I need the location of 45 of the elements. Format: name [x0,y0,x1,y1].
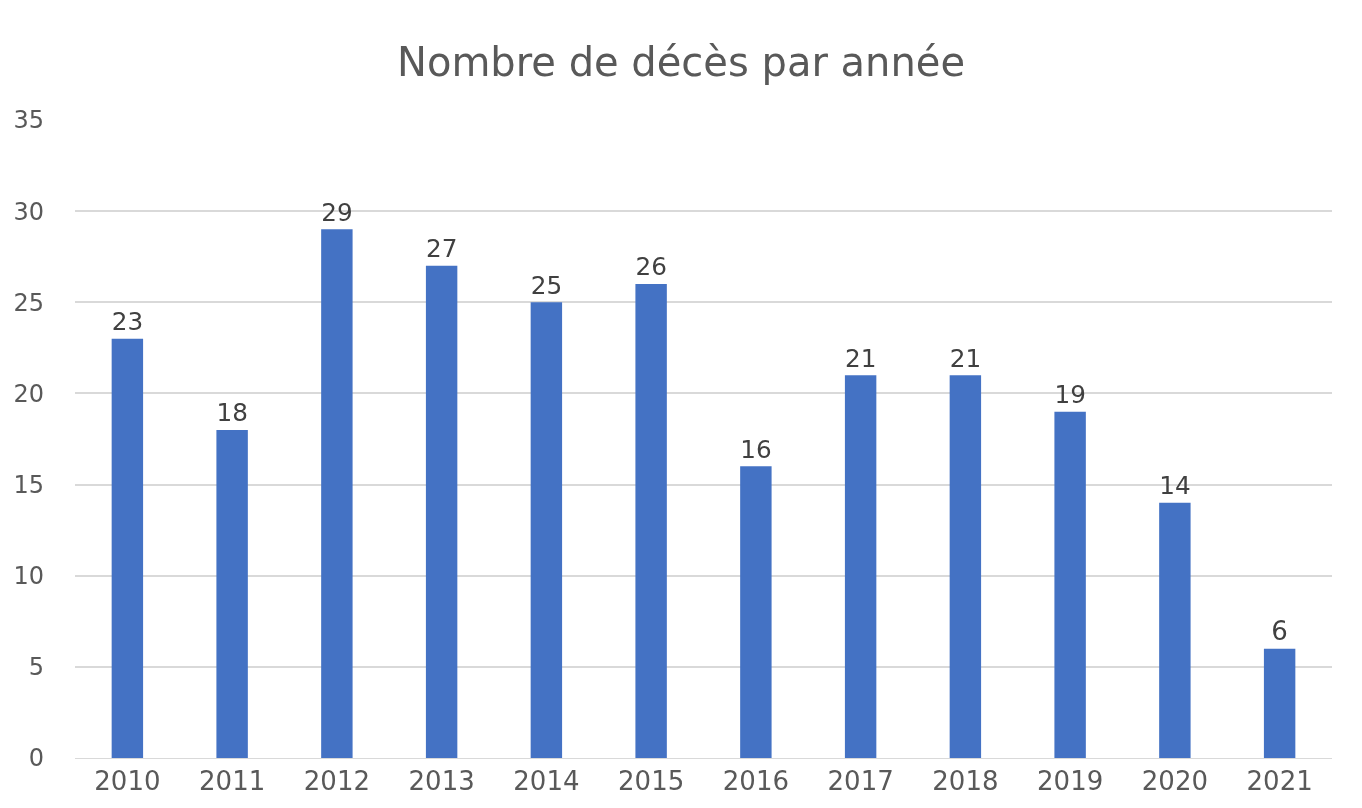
chart-title: Nombre de décès par année [396,39,966,86]
bar [321,229,353,758]
y-tick-label: 25 [13,288,44,317]
bar [844,375,877,758]
data-label: 19 [1054,379,1086,409]
y-tick-label: 10 [13,562,44,591]
y-tick-label: 20 [13,379,44,408]
data-label: 6 [1271,615,1288,646]
x-tick-label: 2012 [303,766,370,797]
bar [949,375,982,758]
x-tick-label: 2011 [199,766,266,797]
x-tick-label: 2016 [722,766,789,797]
x-tick-label: 2013 [408,766,475,797]
x-tick-label: 2010 [94,766,161,797]
data-label: 27 [425,234,458,264]
bar [740,466,772,758]
data-label: 23 [111,307,144,337]
bar [216,429,248,758]
data-label: 18 [216,398,248,428]
bar [111,338,144,758]
data-label: 29 [321,197,353,227]
data-label: 21 [844,343,877,373]
y-tick-label: 0 [28,744,44,773]
y-tick-label: 30 [13,197,44,226]
y-tick-label: 5 [28,653,44,682]
bar [530,302,563,758]
x-tick-label: 2014 [513,766,580,797]
x-tick-label: 2017 [827,766,894,797]
x-tick-label: 2015 [618,766,685,797]
data-label: 26 [635,252,667,282]
data-label: 21 [949,343,982,373]
x-tick-label: 2018 [932,766,999,797]
bar [1054,411,1086,758]
bar [635,284,667,758]
bar [425,265,458,758]
y-tick-label: 35 [13,106,44,135]
y-tick-label: 15 [13,470,44,499]
x-tick-label: 2020 [1141,766,1208,797]
x-tick-label: 2021 [1246,766,1313,797]
x-tick-label: 2019 [1037,766,1104,797]
bar [1159,502,1191,758]
bar [1263,648,1296,758]
data-label: 25 [530,270,563,300]
data-label: 16 [740,434,772,464]
data-label: 14 [1159,471,1191,501]
